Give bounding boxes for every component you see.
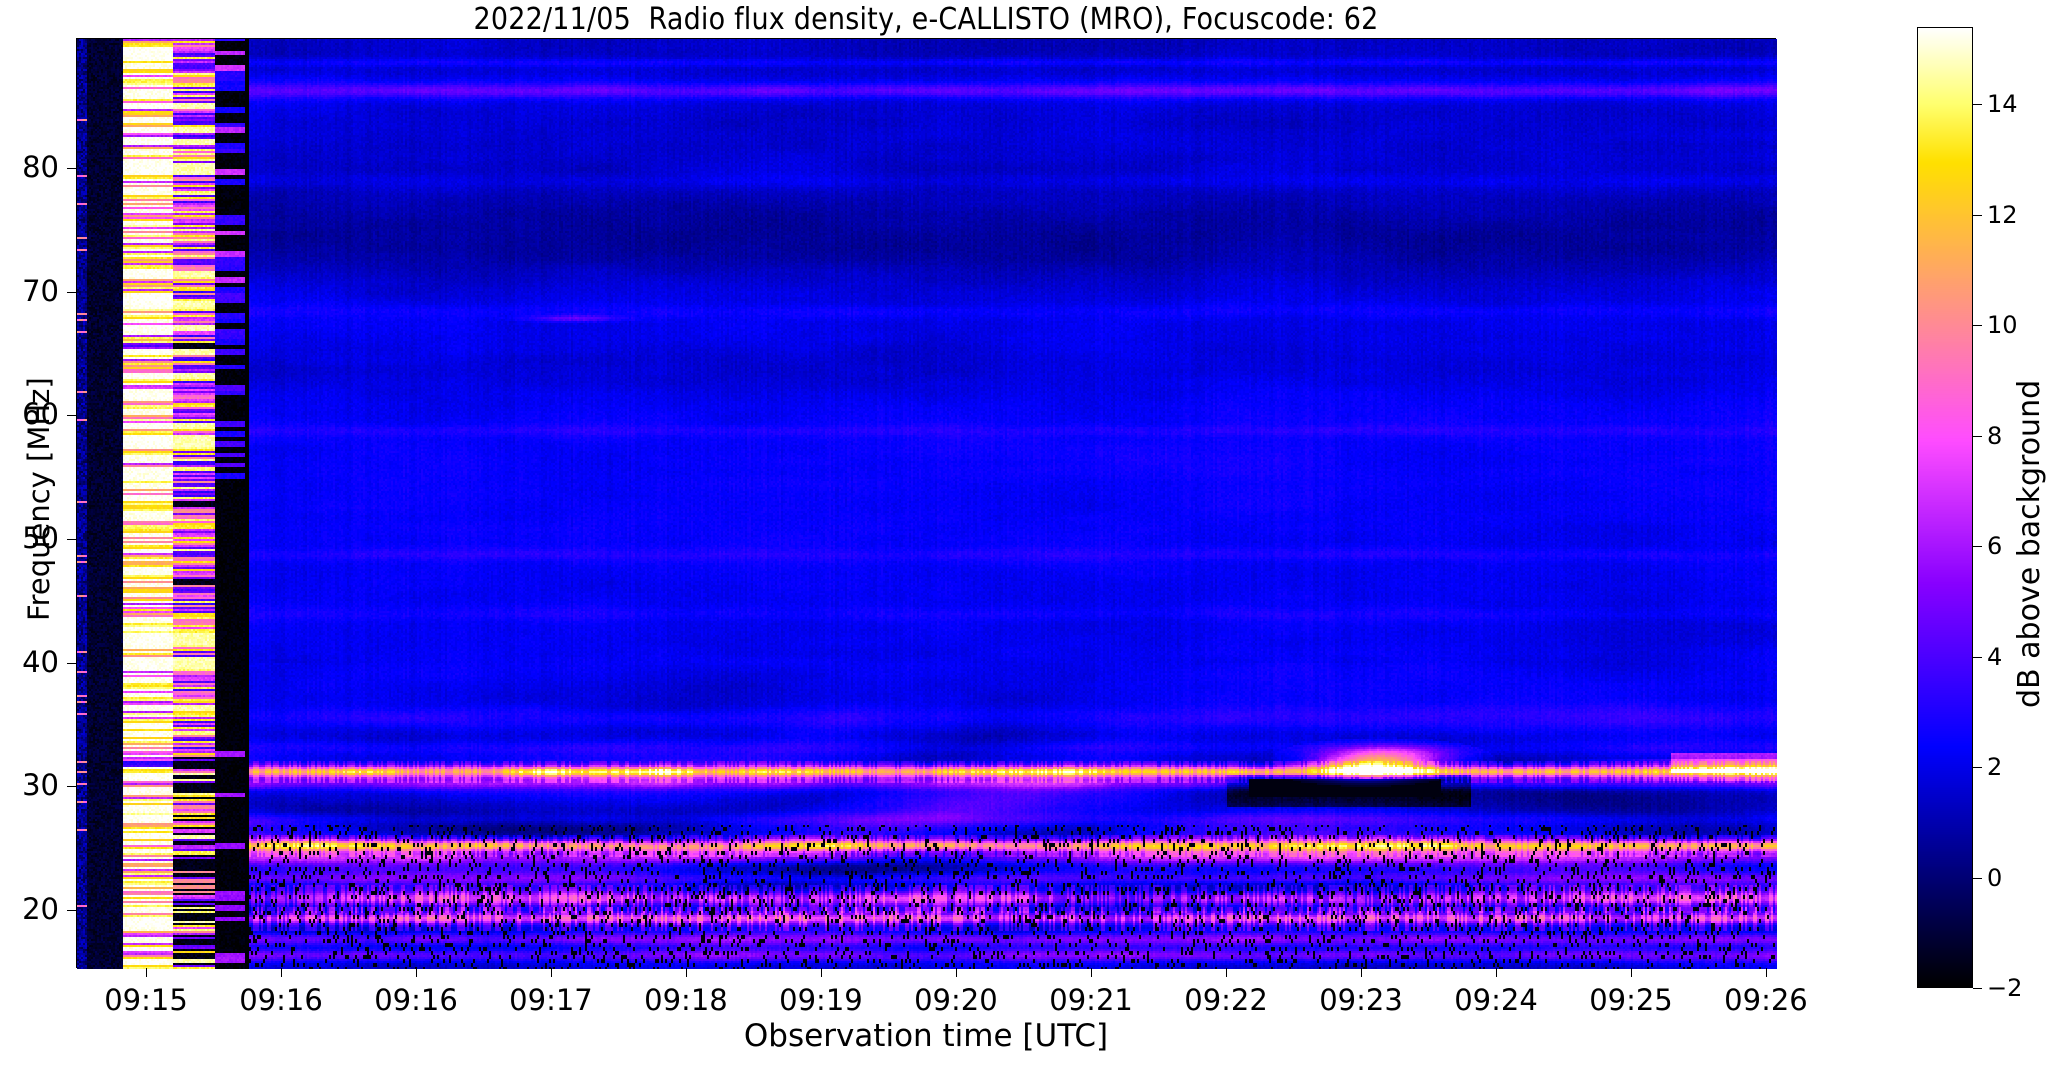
colorbar-tick <box>1973 878 1982 879</box>
x-axis-tick <box>956 968 957 977</box>
y-axis-tick <box>67 663 76 664</box>
x-axis-tick <box>551 968 552 977</box>
colorbar-tick-label: 6 <box>1987 532 2003 561</box>
colorbar-tick <box>1973 104 1982 105</box>
x-axis-tick-label: 09:17 <box>509 983 593 1017</box>
colorbar-tick-label: 0 <box>1987 863 2003 892</box>
colorbar-tick-label: −2 <box>1987 974 2023 1002</box>
colorbar-tick-label: 4 <box>1987 642 2003 671</box>
x-axis-tick <box>1631 968 1632 977</box>
colorbar-label: dB above background <box>2012 379 2047 708</box>
y-axis-tick-label: 60 <box>22 397 59 432</box>
spectrogram-image[interactable] <box>77 39 1777 969</box>
y-axis-label: Frequency [MHz] <box>22 377 56 621</box>
colorbar-tick-label: 8 <box>1987 421 2003 450</box>
colorbar-tick <box>1973 436 1982 437</box>
x-axis-tick-label: 09:20 <box>914 983 998 1017</box>
x-axis-tick <box>1766 968 1767 977</box>
colorbar-tick <box>1973 767 1982 768</box>
colorbar-tick-label: 12 <box>1987 200 2018 229</box>
x-axis-tick <box>146 968 147 977</box>
y-axis-tick-label: 80 <box>22 149 59 184</box>
x-axis-tick-label: 09:18 <box>644 983 728 1017</box>
y-axis-tick <box>67 415 76 416</box>
colorbar-tick <box>1973 325 1982 326</box>
y-axis-tick-label: 20 <box>22 891 59 926</box>
y-axis-tick <box>67 292 76 293</box>
x-axis-tick <box>281 968 282 977</box>
x-axis-tick-label: 09:21 <box>1049 983 1133 1017</box>
x-axis-tick-label: 09:16 <box>239 983 323 1017</box>
colorbar-tick <box>1973 215 1982 216</box>
colorbar-tick-label: 10 <box>1987 311 2018 340</box>
y-axis-tick-label: 70 <box>22 273 59 308</box>
x-axis-tick-label: 09:23 <box>1319 983 1403 1017</box>
y-axis-tick <box>67 168 76 169</box>
y-axis-tick-label: 50 <box>22 520 59 555</box>
x-axis-tick <box>686 968 687 977</box>
x-axis-tick <box>1226 968 1227 977</box>
y-axis-tick <box>67 539 76 540</box>
colorbar-tick-label: 2 <box>1987 753 2003 782</box>
colorbar[interactable] <box>1917 27 1973 988</box>
spectrogram-plot-area[interactable] <box>76 38 1777 969</box>
x-axis-tick <box>821 968 822 977</box>
x-axis-tick-label: 09:22 <box>1184 983 1268 1017</box>
y-axis-tick <box>67 910 76 911</box>
y-axis-tick-label: 30 <box>22 768 59 803</box>
y-axis-tick <box>67 786 76 787</box>
x-axis-tick <box>1091 968 1092 977</box>
x-axis-tick-label: 09:24 <box>1454 983 1538 1017</box>
page-title: 2022/11/05 Radio flux density, e-CALLIST… <box>473 2 1379 37</box>
colorbar-tick <box>1973 546 1982 547</box>
x-axis-label: Observation time [UTC] <box>743 1018 1109 1054</box>
x-axis-tick-label: 09:16 <box>374 983 458 1017</box>
x-axis-tick <box>1496 968 1497 977</box>
colorbar-tick <box>1973 657 1982 658</box>
x-axis-tick-label: 09:26 <box>1724 983 1808 1017</box>
x-axis-tick-label: 09:25 <box>1589 983 1673 1017</box>
colorbar-gradient <box>1918 28 1972 987</box>
colorbar-tick-label: 14 <box>1987 90 2018 119</box>
colorbar-tick <box>1973 988 1982 989</box>
x-axis-tick <box>1361 968 1362 977</box>
x-axis-tick <box>416 968 417 977</box>
x-axis-tick-label: 09:15 <box>104 983 188 1017</box>
x-axis-tick-label: 09:19 <box>779 983 863 1017</box>
y-axis-tick-label: 40 <box>22 644 59 679</box>
